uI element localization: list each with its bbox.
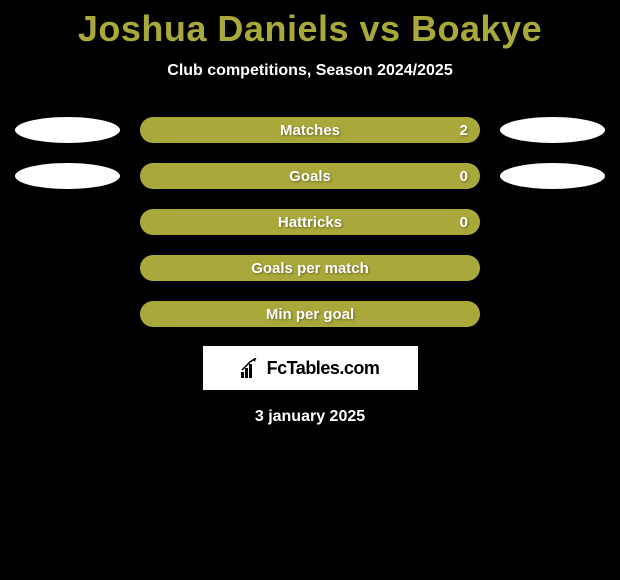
stat-label: Goals per match — [251, 260, 369, 277]
left-ellipse — [15, 163, 120, 189]
stat-bar: Matches 2 — [140, 117, 480, 143]
stats-container: Matches 2 Goals 0 Hattricks 0 Goals per match M… — [0, 116, 620, 328]
left-ellipse — [15, 117, 120, 143]
stat-label: Hattricks — [278, 214, 342, 231]
stat-value: 0 — [460, 168, 468, 185]
stat-label: Matches — [280, 122, 340, 139]
date-text: 3 january 2025 — [0, 408, 620, 426]
chart-icon — [241, 358, 263, 378]
stat-row: Goals 0 — [0, 162, 620, 190]
right-ellipse — [500, 163, 605, 189]
stat-value: 2 — [460, 122, 468, 139]
stat-bar: Goals per match — [140, 255, 480, 281]
stat-value: 0 — [460, 214, 468, 231]
stat-row: Matches 2 — [0, 116, 620, 144]
branding-box: FcTables.com — [203, 346, 418, 390]
stat-row: Hattricks 0 — [0, 208, 620, 236]
stat-bar: Min per goal — [140, 301, 480, 327]
right-ellipse — [500, 117, 605, 143]
stat-label: Goals — [289, 168, 331, 185]
page-title: Joshua Daniels vs Boakye — [0, 0, 620, 50]
branding-text: FcTables.com — [267, 358, 380, 379]
stat-bar: Hattricks 0 — [140, 209, 480, 235]
stat-row: Goals per match — [0, 254, 620, 282]
stat-bar: Goals 0 — [140, 163, 480, 189]
page-subtitle: Club competitions, Season 2024/2025 — [0, 62, 620, 80]
stat-row: Min per goal — [0, 300, 620, 328]
stat-label: Min per goal — [266, 306, 354, 323]
